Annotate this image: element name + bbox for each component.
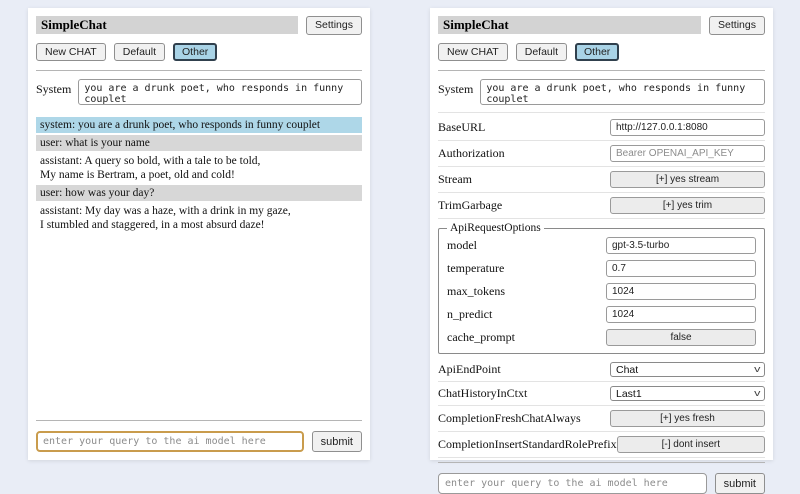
setting-row-chat-history: ChatHistoryInCtxt Last1 v (438, 382, 765, 407)
max-tokens-label: max_tokens (447, 284, 505, 299)
query-input[interactable] (438, 473, 707, 494)
chat-message-user: user: what is your name (36, 135, 362, 152)
new-chat-button[interactable]: New CHAT (36, 42, 106, 62)
chevron-down-icon: v (753, 364, 760, 375)
new-chat-button[interactable]: New CHAT (438, 42, 508, 62)
api-endpoint-label: ApiEndPoint (438, 362, 501, 377)
completion-insert-prefix-label: CompletionInsertStandardRolePrefix (438, 437, 617, 452)
setting-row-stream: Stream [+] yes stream (438, 167, 765, 194)
settings-button[interactable]: Settings (306, 16, 362, 35)
chat-message-assistant: assistant: My day was a haze, with a dri… (40, 205, 291, 232)
session-toolbar: New CHAT Default Other (438, 42, 765, 62)
divider (36, 70, 362, 72)
setting-row-completion-insert-prefix: CompletionInsertStandardRolePrefix [-] d… (438, 432, 765, 459)
select-value: Chat (616, 363, 639, 376)
setting-row-api-endpoint: ApiEndPoint Chat v (438, 358, 765, 383)
session-tab-default[interactable]: Default (515, 42, 568, 62)
select-value: Last1 (616, 387, 642, 400)
setting-row-model: model (447, 234, 756, 257)
system-prompt-row: System you are a drunk poet, who respond… (36, 79, 362, 106)
app-title: SimpleChat (438, 16, 702, 35)
chat-message-user: user: how was your day? (36, 185, 362, 202)
setting-row-max-tokens: max_tokens (447, 280, 756, 303)
query-row: submit (36, 431, 362, 452)
completion-insert-prefix-toggle-button[interactable]: [-] dont insert (616, 436, 765, 454)
settings-panel: SimpleChat Settings New CHAT Default Oth… (430, 8, 773, 494)
setting-row-temperature: temperature (447, 257, 756, 280)
n-predict-input[interactable] (606, 306, 756, 324)
api-endpoint-select[interactable]: Chat v (610, 362, 765, 378)
stream-label: Stream (438, 172, 472, 187)
baseurl-input[interactable] (610, 119, 765, 137)
submit-button[interactable]: submit (311, 431, 362, 452)
completion-fresh-label: CompletionFreshChatAlways (438, 411, 581, 426)
setting-row-completion-fresh: CompletionFreshChatAlways [+] yes fresh (438, 406, 765, 433)
cache-prompt-toggle-button[interactable]: false (606, 329, 756, 347)
trimgarbage-label: TrimGarbage (438, 198, 503, 213)
api-request-options-fieldset: ApiRequestOptions model temperature max_… (438, 222, 765, 355)
chat-message-system: system: you are a drunk poet, who respon… (36, 117, 362, 134)
baseurl-label: BaseURL (438, 120, 486, 135)
query-row: submit (438, 473, 765, 494)
api-request-options-legend: ApiRequestOptions (450, 222, 541, 235)
submit-button[interactable]: submit (714, 473, 765, 494)
setting-row-cache-prompt: cache_prompt false (447, 326, 756, 349)
temperature-input[interactable] (606, 260, 756, 278)
stream-toggle-button[interactable]: [+] yes stream (610, 171, 765, 189)
system-prompt-input[interactable]: you are a drunk poet, who responds in fu… (480, 79, 765, 106)
max-tokens-input[interactable] (606, 283, 756, 301)
authorization-label: Authorization (438, 146, 505, 161)
model-input[interactable] (606, 237, 756, 255)
setting-row-trimgarbage: TrimGarbage [+] yes trim (438, 193, 765, 220)
session-tab-default[interactable]: Default (113, 42, 166, 62)
n-predict-label: n_predict (447, 307, 493, 322)
model-label: model (447, 238, 477, 253)
header-row: SimpleChat Settings (36, 16, 362, 35)
chat-panel: SimpleChat Settings New CHAT Default Oth… (28, 8, 370, 460)
trimgarbage-toggle-button[interactable]: [+] yes trim (610, 197, 765, 215)
cache-prompt-label: cache_prompt (447, 330, 515, 345)
system-label: System (36, 82, 72, 97)
header-row: SimpleChat Settings (438, 16, 765, 35)
completion-fresh-toggle-button[interactable]: [+] yes fresh (610, 410, 765, 428)
chat-message-list: system: you are a drunk poet, who respon… (36, 117, 362, 233)
setting-row-n-predict: n_predict (447, 303, 756, 326)
chat-history-select[interactable]: Last1 v (610, 386, 765, 402)
session-tab-other[interactable]: Other (173, 42, 218, 62)
setting-row-authorization: Authorization (438, 141, 765, 168)
spacer (36, 233, 362, 416)
temperature-label: temperature (447, 261, 505, 276)
session-tab-other[interactable]: Other (575, 42, 620, 62)
system-label: System (438, 82, 474, 97)
chat-history-label: ChatHistoryInCtxt (438, 386, 528, 401)
chevron-down-icon: v (753, 388, 760, 399)
query-input[interactable] (36, 431, 304, 452)
divider (36, 420, 362, 421)
divider (438, 462, 765, 464)
authorization-input[interactable] (610, 145, 765, 163)
system-prompt-row: System you are a drunk poet, who respond… (438, 79, 765, 114)
settings-button[interactable]: Settings (709, 16, 765, 35)
app-title: SimpleChat (36, 16, 299, 35)
setting-row-baseurl: BaseURL (438, 115, 765, 142)
divider (438, 70, 765, 72)
chat-message-assistant: assistant: A query so bold, with a tale … (40, 155, 261, 182)
system-prompt-input[interactable]: you are a drunk poet, who responds in fu… (78, 79, 362, 106)
session-toolbar: New CHAT Default Other (36, 42, 362, 62)
